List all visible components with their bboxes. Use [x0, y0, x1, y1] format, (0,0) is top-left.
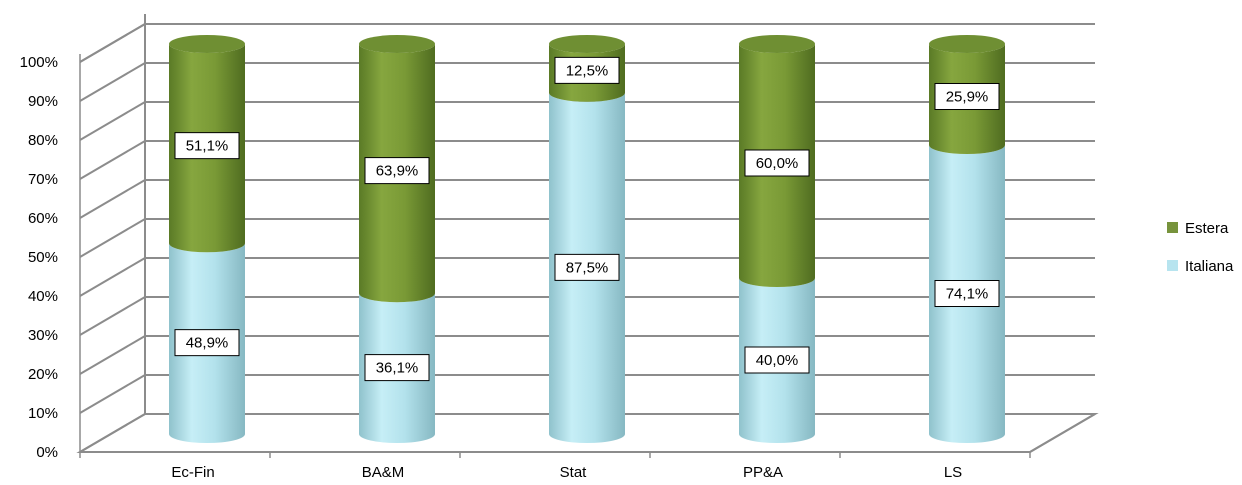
y-tick-label: 60%: [28, 210, 58, 227]
y-tick-label: 30%: [28, 327, 58, 344]
x-axis-ticks: Ec-Fin BA&M Stat PP&A LS: [79, 452, 1031, 481]
cylinder-3: [739, 35, 815, 443]
bars: [169, 35, 1005, 443]
legend-item-estera: Estera: [1167, 220, 1229, 237]
bar-top-cap: [359, 35, 435, 53]
cylinder-1: [359, 35, 435, 443]
data-label-estera: 63,9%: [364, 157, 430, 185]
y-tick-label: 100%: [20, 54, 58, 71]
data-label-estera: 51,1%: [174, 132, 240, 160]
svg-text:40,0%: 40,0%: [756, 352, 799, 369]
legend-label: Estera: [1185, 220, 1229, 237]
legend-label: Italiana: [1185, 258, 1234, 275]
svg-text:48,9%: 48,9%: [186, 335, 229, 352]
x-tick-label: Ec-Fin: [171, 464, 214, 481]
svg-text:25,9%: 25,9%: [946, 89, 989, 106]
y-tick-label: 10%: [28, 405, 58, 422]
svg-text:63,9%: 63,9%: [376, 163, 419, 180]
data-label-italiana: 48,9%: [174, 329, 240, 357]
legend-swatch: [1167, 222, 1178, 233]
data-label-estera: 60,0%: [744, 149, 810, 177]
y-tick-label: 40%: [28, 288, 58, 305]
data-label-italiana: 40,0%: [744, 346, 810, 374]
legend-swatch: [1167, 260, 1178, 271]
cylinder-0: [169, 35, 245, 443]
data-label-italiana: 87,5%: [554, 253, 620, 281]
y-axis-ticks: 0% 10% 20% 30% 40% 50% 60% 70% 80% 90% 100%: [20, 54, 58, 461]
svg-text:87,5%: 87,5%: [566, 259, 609, 276]
svg-text:36,1%: 36,1%: [376, 360, 419, 377]
legend: Estera Italiana: [1167, 220, 1234, 275]
y-tick-label: 90%: [28, 93, 58, 110]
bar-top-cap: [929, 35, 1005, 53]
x-tick-label: BA&M: [362, 464, 405, 481]
x-tick-label: LS: [944, 464, 962, 481]
y-tick-label: 0%: [36, 444, 58, 461]
bar-top-cap: [169, 35, 245, 53]
svg-text:74,1%: 74,1%: [946, 286, 989, 303]
svg-text:51,1%: 51,1%: [186, 138, 229, 155]
x-tick-label: Stat: [560, 464, 588, 481]
svg-text:60,0%: 60,0%: [756, 155, 799, 172]
data-labels: 48,9% 51,1% 36,1% 63,9% 87,5% 12,5% 40,0% 60,0%…: [174, 56, 1000, 382]
data-label-italiana: 74,1%: [934, 280, 1000, 308]
y-tick-label: 20%: [28, 366, 58, 383]
cylinder-2: [549, 35, 625, 443]
data-label-italiana: 36,1%: [364, 354, 430, 382]
data-label-estera: 25,9%: [934, 83, 1000, 111]
y-tick-label: 70%: [28, 171, 58, 188]
gridline-top: [79, 23, 146, 63]
svg-text:12,5%: 12,5%: [566, 62, 609, 79]
bar-top-cap: [739, 35, 815, 53]
data-label-estera: 12,5%: [554, 56, 620, 84]
x-tick-label: PP&A: [743, 464, 783, 481]
y-tick-label: 50%: [28, 249, 58, 266]
legend-item-italiana: Italiana: [1167, 258, 1234, 275]
y-tick-label: 80%: [28, 132, 58, 149]
bar-top-cap: [549, 35, 625, 53]
floor-edge: [1029, 413, 1096, 453]
